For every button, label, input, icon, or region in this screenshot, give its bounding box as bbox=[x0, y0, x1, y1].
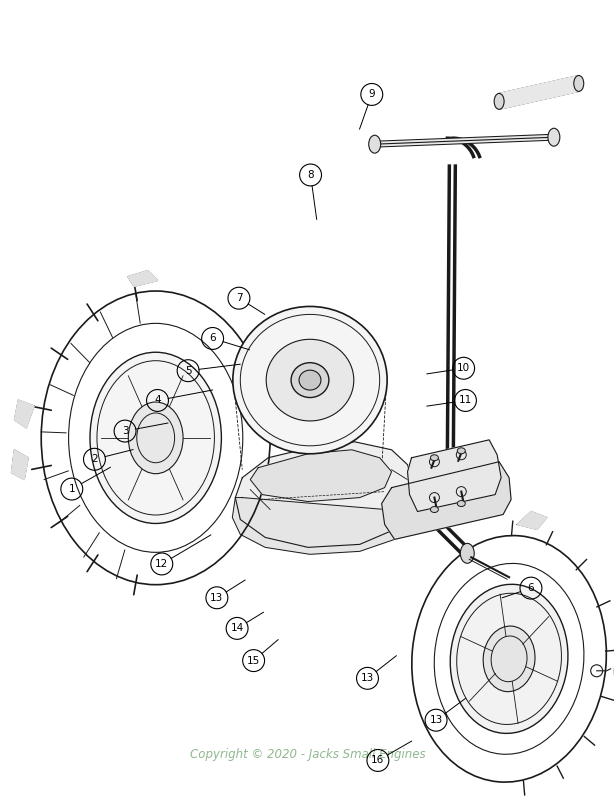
Ellipse shape bbox=[430, 506, 438, 513]
Ellipse shape bbox=[548, 129, 560, 146]
Ellipse shape bbox=[369, 135, 381, 153]
Text: 8: 8 bbox=[308, 170, 314, 180]
Ellipse shape bbox=[90, 352, 221, 523]
Polygon shape bbox=[14, 400, 34, 428]
Text: 13: 13 bbox=[210, 593, 223, 603]
Polygon shape bbox=[236, 442, 415, 548]
Polygon shape bbox=[250, 450, 392, 502]
Text: 15: 15 bbox=[247, 655, 260, 666]
Text: 7: 7 bbox=[236, 293, 242, 303]
Ellipse shape bbox=[460, 544, 474, 563]
Text: 3: 3 bbox=[122, 426, 129, 436]
Text: 2: 2 bbox=[91, 455, 98, 464]
Text: 11: 11 bbox=[459, 396, 472, 405]
Polygon shape bbox=[232, 498, 410, 554]
Ellipse shape bbox=[266, 339, 354, 421]
Ellipse shape bbox=[291, 362, 329, 397]
Text: Copyright © 2020 - Jacks Small Engines: Copyright © 2020 - Jacks Small Engines bbox=[189, 748, 426, 761]
Ellipse shape bbox=[458, 448, 466, 454]
Ellipse shape bbox=[574, 75, 584, 91]
Text: 1: 1 bbox=[68, 484, 75, 494]
Ellipse shape bbox=[299, 371, 321, 390]
Text: 6: 6 bbox=[209, 333, 216, 344]
Text: 4: 4 bbox=[154, 396, 161, 405]
Ellipse shape bbox=[458, 501, 466, 506]
Polygon shape bbox=[614, 664, 615, 691]
Ellipse shape bbox=[129, 402, 183, 474]
Polygon shape bbox=[408, 440, 501, 511]
Polygon shape bbox=[382, 462, 511, 540]
Polygon shape bbox=[499, 75, 579, 109]
Text: 13: 13 bbox=[429, 715, 443, 725]
Ellipse shape bbox=[494, 93, 504, 109]
Text: 6: 6 bbox=[528, 583, 534, 593]
Polygon shape bbox=[517, 511, 547, 529]
Ellipse shape bbox=[233, 307, 387, 454]
Text: 9: 9 bbox=[368, 90, 375, 100]
Text: 5: 5 bbox=[184, 366, 191, 375]
Text: 10: 10 bbox=[457, 363, 470, 373]
Text: 16: 16 bbox=[371, 756, 384, 765]
Text: 12: 12 bbox=[155, 559, 169, 569]
Ellipse shape bbox=[430, 455, 438, 461]
Ellipse shape bbox=[483, 626, 535, 692]
Polygon shape bbox=[128, 270, 157, 286]
Text: 13: 13 bbox=[361, 673, 374, 684]
Polygon shape bbox=[11, 450, 28, 480]
Text: 14: 14 bbox=[231, 624, 244, 633]
Ellipse shape bbox=[450, 584, 568, 734]
